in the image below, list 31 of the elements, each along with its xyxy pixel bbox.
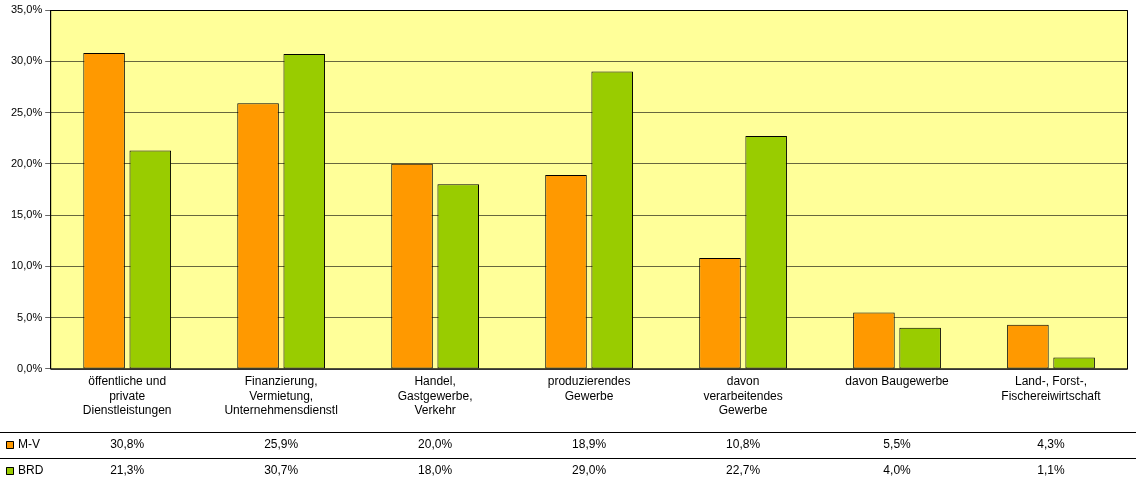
x-tick-label: öffentliche und private Dienstleistungen [82,374,172,418]
x-tick-label: Finanzierung, Vermietung, Unternehmensdienstl [224,374,338,418]
legend-label: BRD [18,463,44,478]
y-tick-label: 30,0% [10,54,43,67]
y-tick-label: 35,0% [10,3,43,16]
x-tick-label: davon Baugewerbe [845,374,950,389]
y-tick-label: 20,0% [10,156,43,169]
data-label: 18,0% [418,463,453,478]
data-label: 30,8% [110,437,145,452]
data-label: 4,0% [883,463,912,478]
data-label: 4,3% [1037,437,1066,452]
x-tick-label: Land-, Forst-, Fischereiwirtschaft [1001,374,1102,403]
data-label: 18,9% [572,437,607,452]
data-label: 5,5% [883,437,912,452]
x-tick-label: Handel, Gastgewerbe, Verkehr [397,374,473,418]
y-tick-label: 5,0% [17,310,43,323]
y-tick-label: 10,0% [10,259,43,272]
data-label: 29,0% [572,463,607,478]
y-tick-label: 0,0% [17,361,43,374]
data-label: 21,3% [110,463,145,478]
x-tick-label: produzierendes Gewerbe [547,374,631,403]
y-tick-label: 25,0% [10,105,43,118]
data-label: 22,7% [726,463,761,478]
legend-label: M-V [18,437,40,452]
y-tick-label: 15,0% [10,208,43,221]
data-label: 10,8% [726,437,761,452]
data-label: 30,7% [264,463,299,478]
x-tick-label: davon verarbeitendes Gewerbe [703,374,783,418]
data-label: 20,0% [418,437,453,452]
data-label: 1,1% [1037,463,1066,478]
data-label: 25,9% [264,437,299,452]
